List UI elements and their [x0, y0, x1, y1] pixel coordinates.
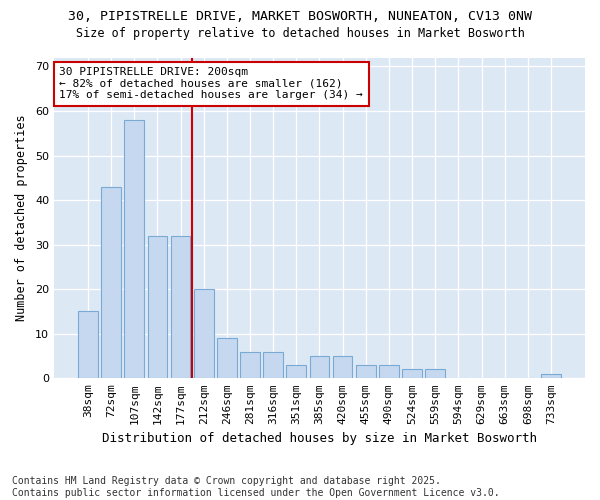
Bar — [263, 352, 283, 378]
Text: 30, PIPISTRELLE DRIVE, MARKET BOSWORTH, NUNEATON, CV13 0NW: 30, PIPISTRELLE DRIVE, MARKET BOSWORTH, … — [68, 10, 532, 23]
Bar — [170, 236, 190, 378]
Y-axis label: Number of detached properties: Number of detached properties — [15, 114, 28, 321]
Bar — [124, 120, 144, 378]
Bar — [286, 365, 306, 378]
X-axis label: Distribution of detached houses by size in Market Bosworth: Distribution of detached houses by size … — [102, 432, 537, 445]
Bar — [333, 356, 352, 378]
Bar — [101, 186, 121, 378]
Bar — [425, 370, 445, 378]
Bar — [78, 312, 98, 378]
Bar — [379, 365, 399, 378]
Bar — [402, 370, 422, 378]
Bar — [217, 338, 236, 378]
Bar — [541, 374, 561, 378]
Bar — [194, 289, 214, 378]
Bar — [240, 352, 260, 378]
Bar — [310, 356, 329, 378]
Text: Size of property relative to detached houses in Market Bosworth: Size of property relative to detached ho… — [76, 28, 524, 40]
Bar — [148, 236, 167, 378]
Text: Contains HM Land Registry data © Crown copyright and database right 2025.
Contai: Contains HM Land Registry data © Crown c… — [12, 476, 500, 498]
Text: 30 PIPISTRELLE DRIVE: 200sqm
← 82% of detached houses are smaller (162)
17% of s: 30 PIPISTRELLE DRIVE: 200sqm ← 82% of de… — [59, 67, 363, 100]
Bar — [356, 365, 376, 378]
